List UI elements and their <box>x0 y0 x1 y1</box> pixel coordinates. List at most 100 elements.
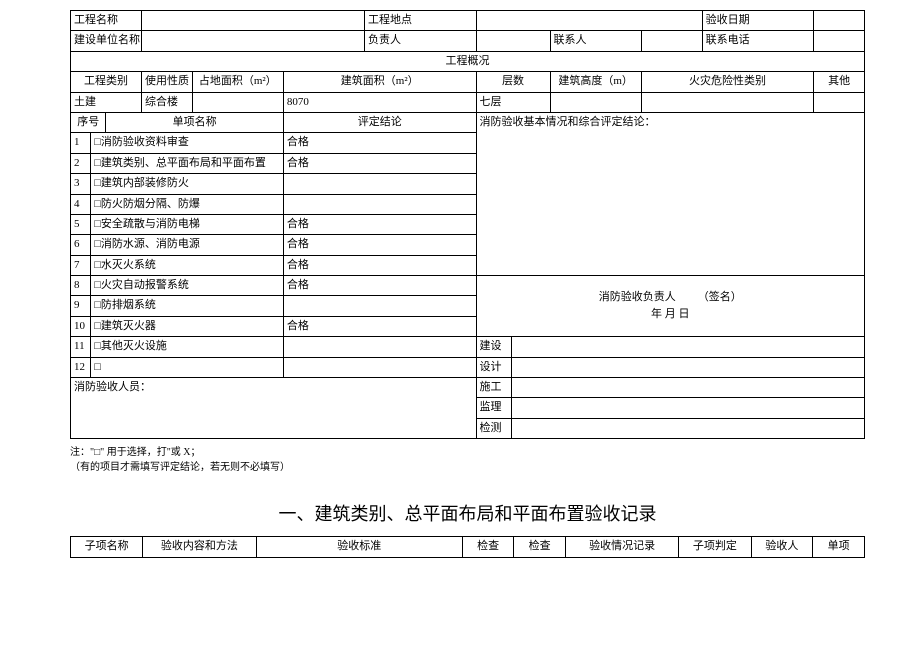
proj-loc-label: 工程地点 <box>365 11 477 31</box>
seq-2: 2 <box>71 153 91 173</box>
proj-loc-value[interactable] <box>476 11 702 31</box>
seq-8: 8 <box>71 276 91 296</box>
col-usage: 使用性质 <box>141 72 192 92</box>
unit-4-val[interactable] <box>512 398 865 418</box>
col-land-area: 占地面积（m²） <box>192 72 283 92</box>
unit-1: 建设 <box>476 337 511 357</box>
verdict-11 <box>283 337 476 357</box>
val-land-area[interactable] <box>192 92 283 112</box>
col-other: 其他 <box>814 72 865 92</box>
s2-col-5: 验收情况记录 <box>565 537 678 557</box>
val-usage: 综合楼 <box>141 92 192 112</box>
seq-3: 3 <box>71 174 91 194</box>
s2-col-4: 检查 <box>514 537 566 557</box>
s2-col-6: 子项判定 <box>679 537 751 557</box>
verdict-2: 合格 <box>283 153 476 173</box>
personnel-label[interactable]: 消防验收人员： <box>71 378 477 439</box>
summary-box[interactable]: 消防验收基本情况和综合评定结论： <box>476 112 864 275</box>
seq-4: 4 <box>71 194 91 214</box>
val-other[interactable] <box>814 92 865 112</box>
item-10[interactable]: □建筑灭火器 <box>91 316 284 336</box>
item-8[interactable]: □火灾自动报警系统 <box>91 276 284 296</box>
proj-name-label: 工程名称 <box>71 11 142 31</box>
responsible-label: 负责人 <box>365 31 477 51</box>
val-floors: 七层 <box>476 92 550 112</box>
verdict-7: 合格 <box>283 255 476 275</box>
col-height: 建筑高度（m） <box>550 72 641 92</box>
sig-mark: （签名） <box>698 291 742 303</box>
s2-col-1: 验收内容和方法 <box>143 537 256 557</box>
proj-name-value[interactable] <box>141 11 364 31</box>
verdict-1: 合格 <box>283 133 476 153</box>
verdict-label: 评定结论 <box>283 112 476 132</box>
s2-col-3: 检查 <box>462 537 514 557</box>
phone-value[interactable] <box>814 31 865 51</box>
item-9[interactable]: □防排烟系统 <box>91 296 284 316</box>
seq-9: 9 <box>71 296 91 316</box>
overview-label: 工程概况 <box>71 51 865 71</box>
phone-label: 联系电话 <box>702 31 814 51</box>
unit-5-val[interactable] <box>512 418 865 438</box>
accept-date-label: 验收日期 <box>702 11 814 31</box>
item-3[interactable]: □建筑内部装修防火 <box>91 174 284 194</box>
item-6[interactable]: □消防水源、消防电源 <box>91 235 284 255</box>
item-12[interactable]: □ <box>91 357 284 377</box>
col-floors: 层数 <box>476 72 550 92</box>
seq-12: 12 <box>71 357 91 377</box>
accept-date-value[interactable] <box>814 11 865 31</box>
unit-3: 施工 <box>476 378 511 398</box>
note-2: （有的项目才需填写评定结论，若无则不必填写） <box>70 460 865 475</box>
verdict-3 <box>283 174 476 194</box>
seq-6: 6 <box>71 235 91 255</box>
section2-table: 子项名称 验收内容和方法 验收标准 检查 检查 验收情况记录 子项判定 验收人 … <box>70 536 865 557</box>
s2-col-2: 验收标准 <box>256 537 462 557</box>
item-2[interactable]: □建筑类别、总平面布局和平面布置 <box>91 153 284 173</box>
col-fire-risk: 火灾危险性类别 <box>641 72 813 92</box>
seq-label: 序号 <box>71 112 106 132</box>
verdict-8: 合格 <box>283 276 476 296</box>
note-1: 注："□" 用于选择，打"或 X； <box>70 445 865 460</box>
sig-person: 消防验收负责人 <box>599 291 676 303</box>
unit-2: 设计 <box>476 357 511 377</box>
responsible-value[interactable] <box>476 31 550 51</box>
seq-7: 7 <box>71 255 91 275</box>
val-fire-risk[interactable] <box>641 92 813 112</box>
signature-area[interactable]: 消防验收负责人 （签名） 年 月 日 <box>476 276 864 337</box>
seq-5: 5 <box>71 214 91 234</box>
verdict-10: 合格 <box>283 316 476 336</box>
build-unit-label: 建设单位名称 <box>71 31 142 51</box>
s2-col-0: 子项名称 <box>71 537 143 557</box>
item-5[interactable]: □安全疏散与消防电梯 <box>91 214 284 234</box>
s2-col-8: 单项 <box>813 537 865 557</box>
val-build-area: 8070 <box>283 92 476 112</box>
verdict-4 <box>283 194 476 214</box>
unit-1-val[interactable] <box>512 337 865 357</box>
col-build-area: 建筑面积（m²） <box>283 72 476 92</box>
verdict-5: 合格 <box>283 214 476 234</box>
val-height[interactable] <box>550 92 641 112</box>
verdict-6: 合格 <box>283 235 476 255</box>
verdict-12 <box>283 357 476 377</box>
sig-date: 年 月 日 <box>651 308 690 320</box>
build-unit-value[interactable] <box>141 31 364 51</box>
item-4[interactable]: □防火防烟分隔、防爆 <box>91 194 284 214</box>
seq-10: 10 <box>71 316 91 336</box>
item-7[interactable]: □水灭火系统 <box>91 255 284 275</box>
footnotes: 注："□" 用于选择，打"或 X； （有的项目才需填写评定结论，若无则不必填写） <box>70 445 865 475</box>
seq-1: 1 <box>71 133 91 153</box>
section2-title: 一、建筑类别、总平面布局和平面布置验收记录 <box>70 500 865 526</box>
verdict-9 <box>283 296 476 316</box>
s2-col-7: 验收人 <box>751 537 813 557</box>
main-form-table: 工程名称 工程地点 验收日期 建设单位名称 负责人 联系人 联系电话 工程概况 … <box>70 10 865 439</box>
unit-3-val[interactable] <box>512 378 865 398</box>
contact-value[interactable] <box>641 31 702 51</box>
seq-11: 11 <box>71 337 91 357</box>
unit-2-val[interactable] <box>512 357 865 377</box>
val-type: 土建 <box>71 92 142 112</box>
col-type: 工程类别 <box>71 72 142 92</box>
unit-4: 监理 <box>476 398 511 418</box>
item-11[interactable]: □其他灭火设施 <box>91 337 284 357</box>
name-label: 单项名称 <box>106 112 283 132</box>
item-1[interactable]: □消防验收资料审查 <box>91 133 284 153</box>
unit-5: 检测 <box>476 418 511 438</box>
